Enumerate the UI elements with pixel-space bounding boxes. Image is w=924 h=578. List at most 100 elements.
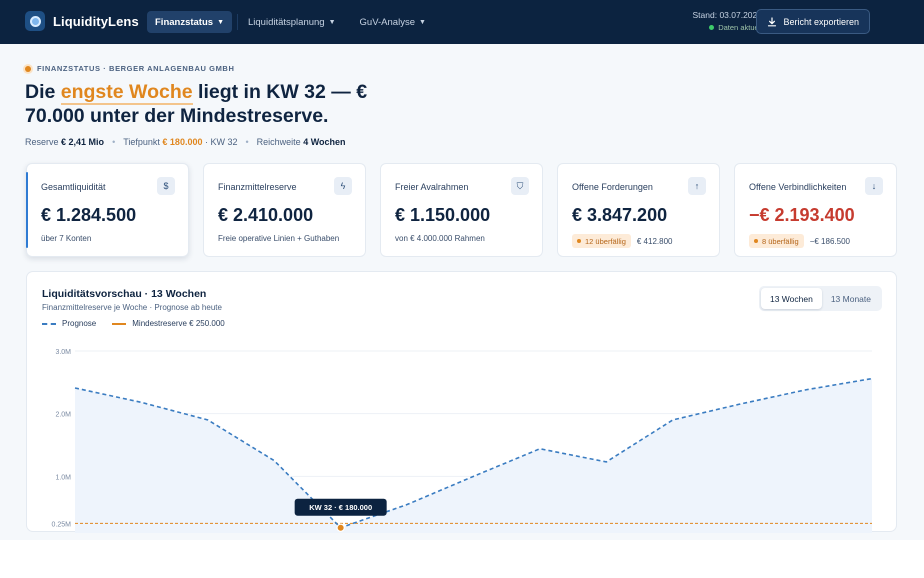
nav-item-finanzstatus[interactable]: Finanzstatus ▼	[147, 11, 232, 33]
top-bar: LiquidityLens Finanzstatus ▼ Liquiditäts…	[0, 0, 924, 44]
reserve-value: € 2,41 Mio	[61, 137, 105, 147]
chart-title: Liquiditätsvorschau · 13 Wochen	[42, 288, 207, 300]
legend-item-prognose: Prognose	[42, 319, 96, 328]
warning-dot-icon	[754, 239, 758, 243]
data-status: Stand: 03.07.2026 Daten aktuell	[693, 10, 762, 32]
eyebrow: FINANZSTATUS · BERGER ANLAGENBAU GMBH	[25, 64, 234, 73]
fact-separator: •	[112, 137, 116, 147]
logo-icon	[25, 11, 45, 31]
status-dot-icon	[709, 25, 715, 30]
key-facts: Reserve € 2,41 Mio • Tiefpunkt € 180.000…	[25, 137, 346, 147]
kpi-card-forderungen[interactable]: Offene Forderungen ↑ € 3.847.200 12 über…	[557, 163, 720, 257]
low-label: Tiefpunkt	[123, 137, 160, 147]
chevron-down-icon: ▼	[217, 18, 224, 26]
headline-highlight: engste Woche	[60, 81, 193, 105]
kpi-value: € 1.284.500	[41, 205, 137, 225]
app-name: LiquidityLens	[53, 13, 139, 29]
legend-item-mindestreserve: Mindestreserve € 250.000	[112, 319, 225, 328]
arrow-up-icon: ↑	[688, 177, 706, 195]
kpi-card-avalrahmen[interactable]: Freier Avalrahmen ⛉ € 1.150.000 von € 4.…	[380, 163, 543, 257]
shield-icon: ⛉	[511, 177, 529, 195]
kpi-sub-text: Freie operative Linien + Guthaben	[218, 234, 340, 243]
kpi-label: Gesamtliquidität	[41, 182, 106, 192]
kpi-value: € 2.410.000	[218, 205, 314, 225]
export-label: Bericht exportieren	[783, 16, 859, 27]
toggle-13-wochen[interactable]: 13 Wochen	[760, 288, 822, 309]
liquidity-forecast-card: 3.0M2.0M1.0M0.25M0KW 28KW 30KW 32KW 34KW…	[26, 271, 897, 533]
page-headline: Die engste Woche liegt in KW 32 — € 70.0…	[25, 80, 385, 128]
arrow-down-icon: ↓	[865, 177, 883, 195]
export-report-button[interactable]: Bericht exportieren	[756, 9, 870, 34]
brand[interactable]: LiquidityLens	[25, 11, 139, 31]
tooltip-box	[294, 498, 387, 516]
y-tick-label: 0.25M	[52, 521, 72, 528]
nav-label: Liquiditätsplanung	[248, 16, 325, 28]
bolt-icon: ϟ	[334, 177, 352, 195]
badge-text: 8 überfällig	[762, 236, 799, 246]
kpi-sub-text: von € 4.000.000 Rahmen	[395, 234, 485, 243]
y-tick-label: 1.0M	[55, 474, 71, 481]
overdue-badge[interactable]: 8 überfällig	[749, 234, 804, 248]
nav-divider	[237, 14, 238, 30]
nav-label: Finanzstatus	[155, 16, 214, 28]
kpi-value: −€ 2.193.400	[749, 205, 855, 225]
warning-dot-icon	[577, 239, 581, 243]
kpi-sub: 8 überfällig −€ 186.500	[749, 234, 850, 248]
solid-line-icon	[112, 322, 127, 325]
toggle-13-monate[interactable]: 13 Monate	[830, 293, 871, 304]
kpi-card-verbindlichkeiten[interactable]: Offene Verbindlichkeiten ↓ −€ 2.193.400 …	[734, 163, 897, 257]
badge-text: 12 überfällig	[585, 236, 626, 246]
low-week: · KW 32	[204, 137, 238, 147]
range-label: Reichweite	[256, 137, 301, 147]
chevron-down-icon: ▼	[418, 18, 426, 26]
live-indicator: Daten aktuell	[693, 23, 762, 32]
forecast-area	[75, 378, 872, 533]
chevron-down-icon: ▼	[328, 18, 336, 26]
nav-item-liquiditaetsplanung[interactable]: Liquiditätsplanung ▼	[240, 11, 344, 33]
kpi-card-gesamtliquiditaet[interactable]: Gesamtliquidität $ € 1.284.500 über 7 Ko…	[26, 163, 189, 257]
kpi-label: Offene Verbindlichkeiten	[749, 182, 847, 192]
y-tick-label: 3.0M	[55, 349, 71, 356]
kpi-sub: über 7 Konten	[41, 234, 91, 243]
live-label: Daten aktuell	[718, 23, 762, 32]
kpi-sub-text: über 7 Konten	[41, 234, 92, 243]
kpi-value: € 3.847.200	[572, 205, 668, 225]
legend-label: Prognose	[62, 319, 97, 328]
kpi-sub: 12 überfällig € 412.800	[572, 234, 672, 248]
overdue-badge[interactable]: 12 überfällig	[572, 234, 631, 248]
kpi-sub-text: € 412.800	[636, 236, 673, 246]
main-content: FINANZSTATUS · BERGER ANLAGENBAU GMBH Di…	[0, 44, 924, 540]
low-point-marker	[336, 523, 345, 532]
kpi-sub: Freie operative Linien + Guthaben	[218, 234, 339, 243]
main-nav: Finanzstatus ▼ Liquiditätsplanung ▼ GuV-…	[147, 11, 434, 33]
stand-date: Stand: 03.07.2026	[692, 10, 762, 20]
kpi-sub: von € 4.000.000 Rahmen	[395, 234, 485, 243]
eyebrow-text: FINANZSTATUS · BERGER ANLAGENBAU GMBH	[37, 64, 235, 73]
kpi-card-finanzmittelreserve[interactable]: Finanzmittelreserve ϟ € 2.410.000 Freie …	[203, 163, 366, 257]
kpi-label: Offene Forderungen	[572, 182, 653, 192]
status-dot-icon	[25, 65, 31, 72]
liquidity-chart: 3.0M2.0M1.0M0.25M0KW 28KW 30KW 32KW 34KW…	[52, 349, 873, 533]
reserve-label: Reserve	[25, 137, 59, 147]
nav-item-guv-analyse[interactable]: GuV-Analyse ▼	[352, 11, 434, 33]
headline-post: liegt in KW 32 — € 70.000 unter der Mind…	[25, 81, 368, 127]
chart-legend: Prognose Mindestreserve € 250.000	[42, 319, 225, 328]
kpi-label: Freier Avalrahmen	[395, 182, 469, 192]
low-value: € 180.000	[162, 137, 203, 147]
range-value: 4 Wochen	[303, 137, 346, 147]
dollar-icon: $	[157, 177, 175, 195]
dashed-line-icon	[42, 322, 56, 325]
tooltip-text: KW 32 · € 180.000	[309, 503, 372, 512]
download-icon	[768, 16, 777, 26]
chart-subtitle: Finanzmittelreserve je Woche · Prognose …	[42, 303, 222, 312]
forecast-line	[74, 377, 873, 529]
fact-separator: •	[245, 137, 249, 147]
y-tick-label: 2.0M	[55, 412, 71, 419]
kpi-label: Finanzmittelreserve	[218, 182, 297, 192]
headline-pre: Die	[25, 81, 61, 103]
kpi-sub-text: −€ 186.500	[809, 236, 850, 246]
kpi-value: € 1.150.000	[395, 205, 491, 225]
nav-label: GuV-Analyse	[359, 16, 415, 28]
range-toggle: 13 Wochen 13 Monate	[758, 286, 882, 311]
legend-label: Mindestreserve € 250.000	[132, 319, 225, 328]
